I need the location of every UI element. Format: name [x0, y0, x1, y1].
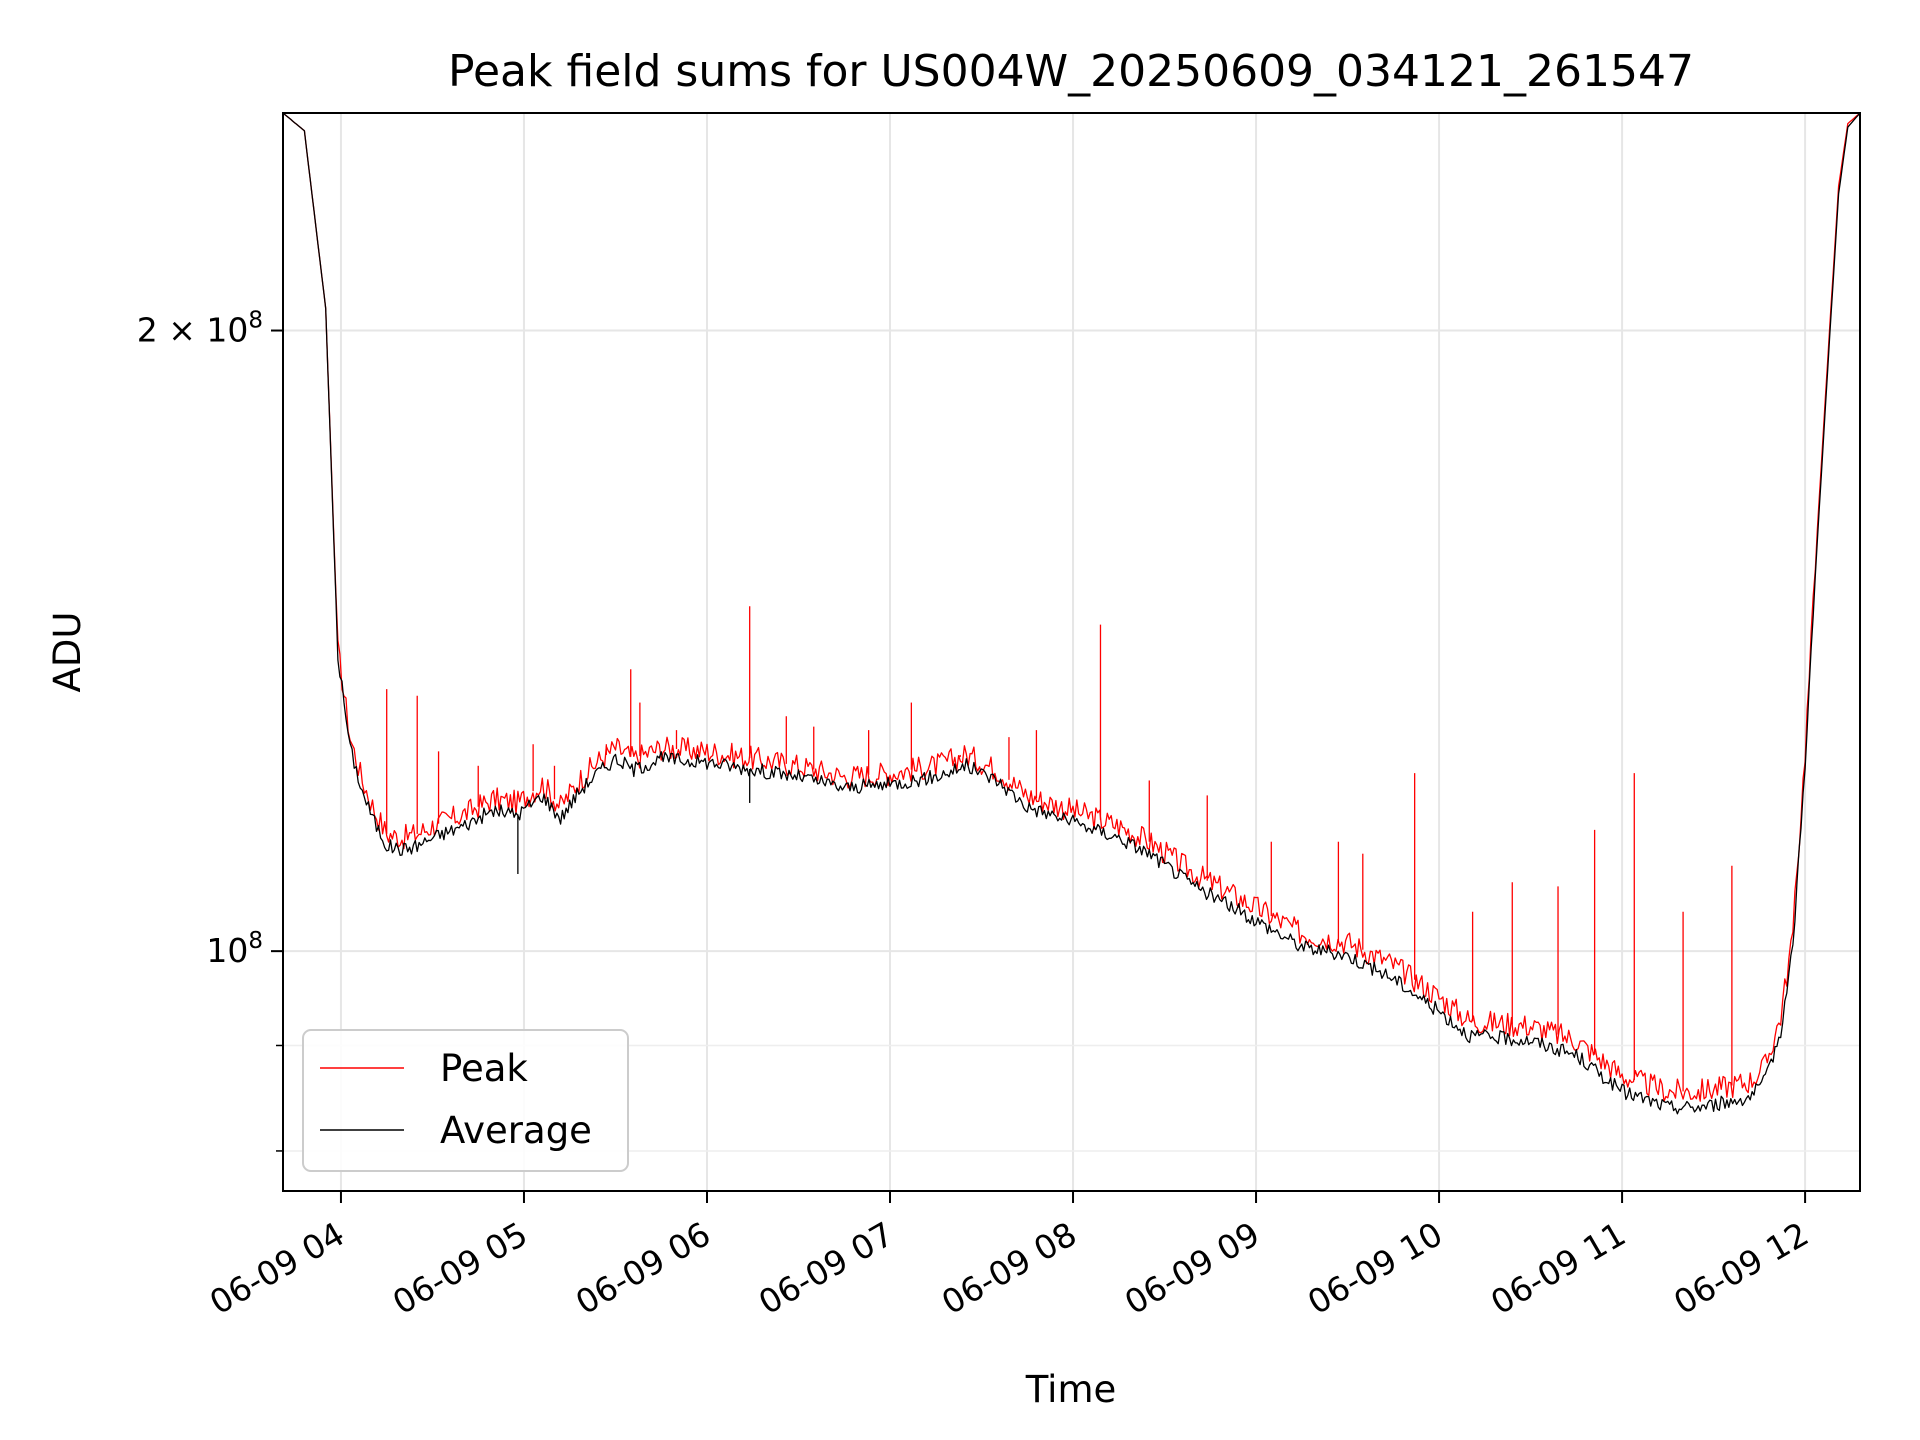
- plot-frame: [282, 112, 1861, 1192]
- series-line-average: [283, 113, 1860, 1115]
- legend: Peak Average: [302, 1029, 629, 1172]
- x-axis-label: Time: [1025, 1368, 1117, 1411]
- legend-box: [302, 1029, 629, 1172]
- series-layer: [283, 113, 1860, 1115]
- y-tick-label: 2 × 108: [137, 308, 263, 350]
- y-axis: 2 × 108 108: [137, 308, 283, 1152]
- chart-title: Peak field sums for US004W_20250609_0341…: [448, 46, 1694, 97]
- y-tick-label: 108: [206, 928, 263, 970]
- y-axis-label: ADU: [46, 612, 89, 693]
- legend-average-label: Average: [440, 1109, 592, 1152]
- legend-peak-label: Peak: [440, 1047, 528, 1090]
